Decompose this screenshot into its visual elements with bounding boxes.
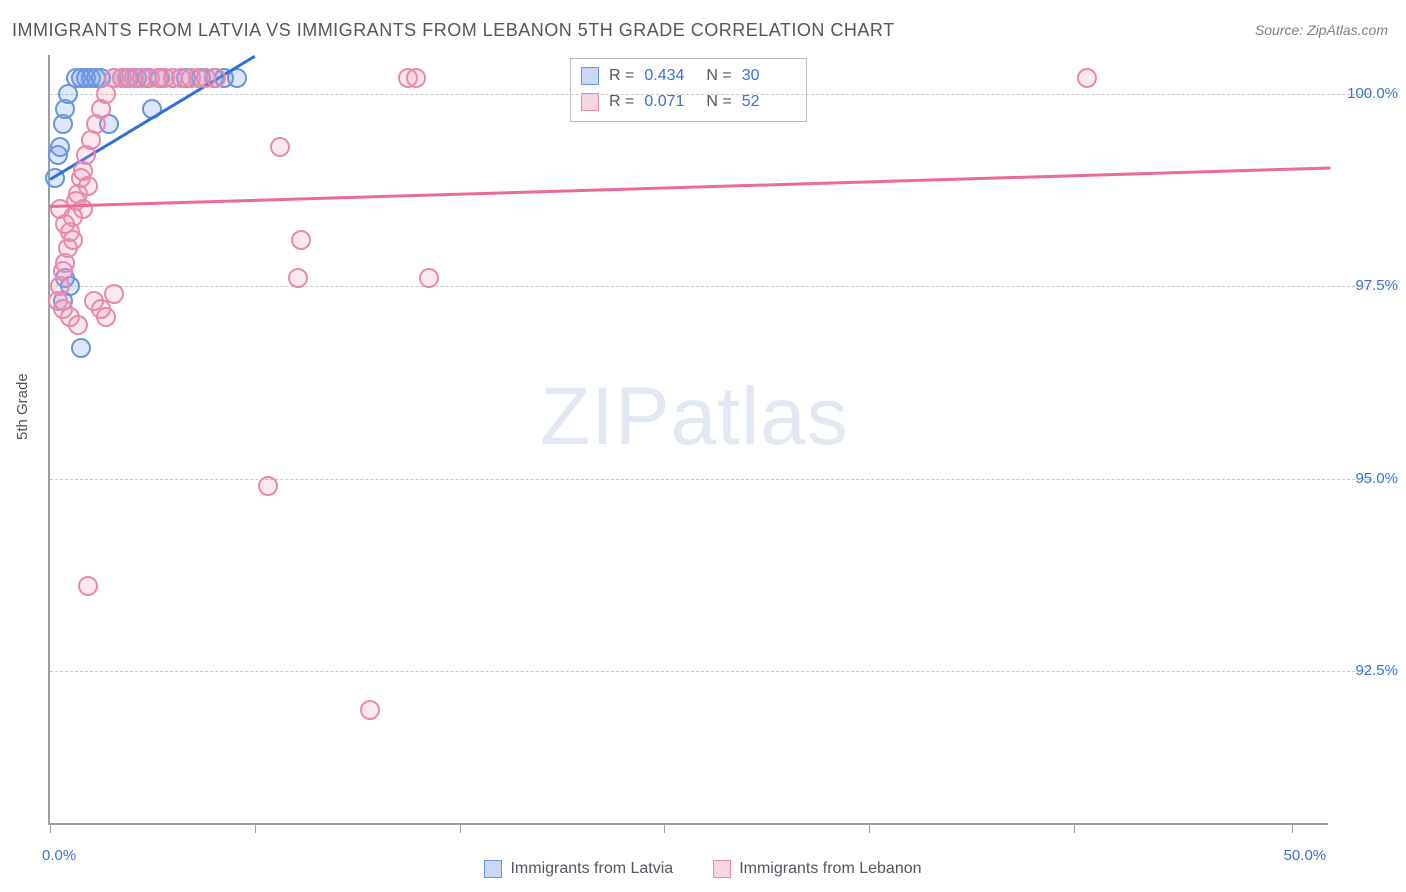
legend-item: Immigrants from Lebanon — [713, 860, 921, 878]
x-tick — [869, 823, 870, 833]
legend-swatch — [713, 860, 731, 878]
y-tick-label: 92.5% — [1338, 662, 1398, 679]
scatter-point — [78, 576, 98, 596]
source-attribution: Source: ZipAtlas.com — [1255, 22, 1388, 38]
source-label: Source: — [1255, 22, 1303, 38]
scatter-point — [68, 315, 88, 335]
source-value: ZipAtlas.com — [1307, 22, 1388, 38]
stat-n-label: N = — [706, 67, 731, 85]
gridline-horizontal — [50, 94, 1370, 95]
x-tick — [460, 823, 461, 833]
legend-bottom: Immigrants from Latvia Immigrants from Le… — [0, 860, 1406, 878]
scatter-point — [258, 476, 278, 496]
x-tick-label: 50.0% — [1284, 847, 1327, 864]
legend-item: Immigrants from Latvia — [484, 860, 673, 878]
stat-r-label: R = — [609, 67, 634, 85]
legend-swatch — [581, 67, 599, 85]
gridline-horizontal — [50, 286, 1370, 287]
x-tick — [664, 823, 665, 833]
stat-n-value: 52 — [742, 93, 794, 111]
scatter-point — [73, 199, 93, 219]
legend-label: Immigrants from Latvia — [510, 860, 673, 878]
y-tick-label: 100.0% — [1338, 85, 1398, 102]
chart-title: IMMIGRANTS FROM LATVIA VS IMMIGRANTS FRO… — [12, 20, 895, 41]
stat-r-label: R = — [609, 93, 634, 111]
scatter-point — [360, 700, 380, 720]
scatter-point — [291, 230, 311, 250]
stat-r-value: 0.434 — [644, 67, 696, 85]
x-tick — [50, 823, 51, 833]
x-tick — [1292, 823, 1293, 833]
x-tick — [255, 823, 256, 833]
scatter-point — [419, 268, 439, 288]
legend-swatch — [484, 860, 502, 878]
legend-swatch — [581, 93, 599, 111]
x-tick — [1074, 823, 1075, 833]
scatter-point — [1077, 68, 1097, 88]
stat-n-label: N = — [706, 93, 731, 111]
trend-line — [50, 167, 1330, 208]
y-axis-label: 5th Grade — [14, 373, 31, 440]
gridline-horizontal — [50, 671, 1370, 672]
stat-r-value: 0.071 — [644, 93, 696, 111]
y-tick-label: 95.0% — [1338, 470, 1398, 487]
scatter-point — [96, 307, 116, 327]
y-tick-label: 97.5% — [1338, 277, 1398, 294]
scatter-point — [71, 338, 91, 358]
scatter-point — [63, 230, 83, 250]
scatter-point — [206, 68, 226, 88]
scatter-point — [104, 284, 124, 304]
stats-row: R = 0.434 N = 30 — [581, 63, 794, 89]
scatter-point — [50, 137, 70, 157]
legend-label: Immigrants from Lebanon — [739, 860, 921, 878]
scatter-point — [288, 268, 308, 288]
x-tick-label: 0.0% — [42, 847, 76, 864]
scatter-point — [78, 176, 98, 196]
gridline-horizontal — [50, 479, 1370, 480]
plot-area: R = 0.434 N = 30 R = 0.071 N = 52 — [48, 55, 1328, 825]
scatter-point — [270, 137, 290, 157]
stat-n-value: 30 — [742, 67, 794, 85]
scatter-point — [406, 68, 426, 88]
correlation-stats-box: R = 0.434 N = 30 R = 0.071 N = 52 — [570, 58, 807, 122]
